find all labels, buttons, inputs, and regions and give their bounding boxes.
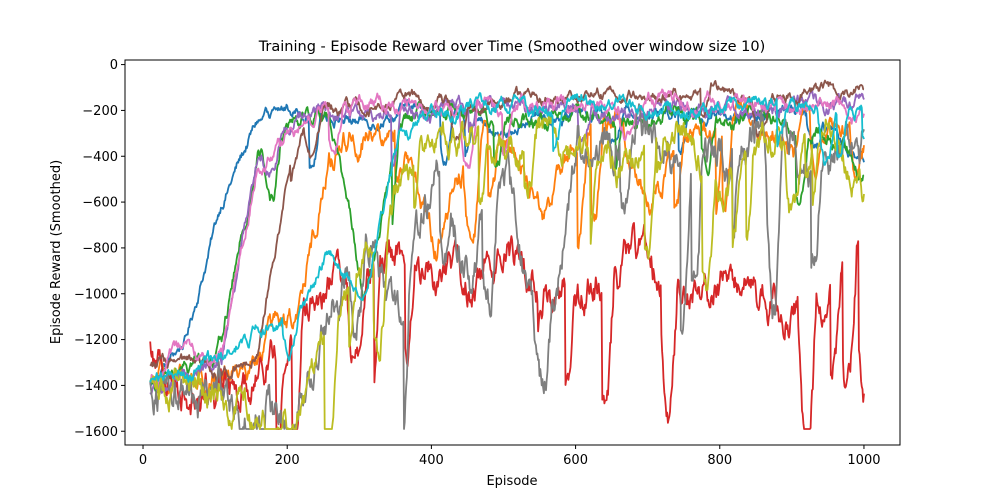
- x-axis: 0 200 400 600 800 1000: [139, 445, 881, 468]
- y-tick-label: −1400: [74, 379, 118, 394]
- series-line-2: [149, 100, 865, 394]
- y-tick-label: −600: [82, 196, 118, 211]
- y-tick-label: −1600: [74, 425, 118, 440]
- series-line-4: [149, 87, 865, 395]
- x-axis-label: Episode: [486, 474, 537, 489]
- series-line-9: [149, 92, 865, 383]
- y-tick-label: 0: [110, 58, 118, 73]
- series-line-8: [149, 111, 865, 430]
- y-tick-label: −800: [82, 241, 118, 256]
- y-tick-label: −1000: [74, 287, 118, 302]
- x-tick-label: 600: [563, 453, 588, 468]
- y-axis: 0 −200 −400 −600 −800 −1000 −1200 −1400 −1600: [74, 58, 125, 440]
- chart-title: Training - Episode Reward over Time (Smo…: [258, 39, 766, 55]
- y-tick-label: −200: [82, 104, 118, 119]
- series-line-6: [149, 88, 865, 389]
- x-tick-label: 0: [139, 453, 147, 468]
- x-tick-label: 200: [275, 453, 300, 468]
- y-axis-label: Episode Reward (Smoothed): [49, 160, 64, 344]
- plot-frame: [124, 59, 901, 446]
- series-line-3: [149, 221, 865, 430]
- y-tick-label: −400: [82, 150, 118, 165]
- x-tick-label: 800: [707, 453, 732, 468]
- x-tick-label: 1000: [847, 453, 880, 468]
- x-tick-label: 400: [419, 453, 444, 468]
- series-layer: [149, 79, 865, 430]
- y-tick-label: −1200: [74, 333, 118, 348]
